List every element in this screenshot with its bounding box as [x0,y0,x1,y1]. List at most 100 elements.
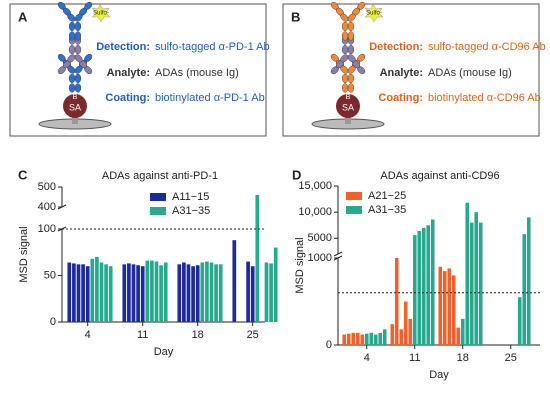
row-label: Analyte: [380,67,423,79]
legend-label: A21−25 [368,190,406,202]
legend-label: A11−15 [172,191,209,203]
row-text: sulfo-tagged α-CD96 Ab [428,41,546,53]
x-tick-label: 4 [85,329,91,341]
legend-swatch [150,207,166,215]
bar [163,262,168,322]
legend-swatch [346,192,362,200]
bar [426,225,431,345]
bar [108,266,113,322]
bar [209,262,214,322]
bar [342,334,347,345]
x-tick-label: 25 [505,352,517,364]
bar [95,256,99,322]
legend-swatch [346,206,362,214]
panel-letter: A [18,9,28,24]
bar [150,260,154,322]
bar [460,318,465,345]
panel-box [9,3,267,137]
bar [200,262,205,322]
bar [246,261,250,322]
sulfo-tag [91,3,111,23]
x-tick-label: 11 [409,352,420,364]
bar [191,266,195,322]
bar [408,318,413,345]
bar [145,260,150,322]
bar [364,333,369,345]
y-axis-label: MSD signal [294,237,306,293]
bar [465,202,470,345]
sulfo-tag [364,3,384,23]
bar [67,262,72,322]
bar [522,234,527,345]
chart-title: ADAs against anti-CD96 [380,170,499,182]
bar [456,327,461,345]
bar [394,258,399,345]
bar [182,262,186,322]
bar [517,297,522,345]
row-label: Coating: [105,92,150,104]
bar [469,222,474,345]
bar [255,195,260,322]
chart-title: ADAs against anti-PD-1 [102,170,218,182]
panel-box [282,3,540,137]
streptavidin [336,94,360,118]
bar [346,333,351,345]
bar [131,264,136,322]
bar [269,263,273,322]
row-text: ADAs (mouse Ig) [428,67,512,79]
bar [478,222,483,345]
x-axis-label: Day [154,346,174,358]
bar [140,266,145,322]
x-axis-label: Day [429,369,449,381]
y-tick-label: 50 [44,269,56,281]
panel-letter: C [18,167,28,182]
bar [250,266,255,322]
biotin-label: B [346,94,351,101]
streptavidin [63,94,87,118]
y-tick-label: 0 [50,316,56,328]
y-axis-label: MSD signal [18,226,30,282]
x-tick-label: 18 [192,329,204,341]
bar [232,240,237,322]
panel-letter: B [291,9,300,24]
bar [417,230,422,345]
bar [76,264,81,322]
y-tick-label: 5000 [308,232,332,244]
y-tick-label: 0 [326,339,332,351]
bar [403,301,408,345]
legend-swatch [150,193,166,201]
panel-b: B SA B Sulfo- Detection: sulfo-tagged α-… [282,0,546,137]
sa-label: SA [342,102,354,112]
bar [412,235,417,345]
row-text: biotinylated α-PD-1 Ab [155,92,265,104]
bar [351,332,356,345]
axis-break [333,251,343,257]
bar [378,332,383,345]
x-tick-label: 18 [457,352,469,364]
bar [390,324,395,345]
bar [474,212,479,345]
row-label: Coating: [378,92,423,104]
sa-label: SA [69,102,81,112]
bar [99,262,104,322]
bar [430,219,435,345]
panel-letter: D [292,167,301,182]
row-label: Detection: [96,41,150,53]
bar [205,261,209,322]
row-label: Analyte: [107,67,150,79]
row-text: sulfo-tagged α-PD-1 Ab [155,41,270,53]
bar [360,334,365,345]
sulfo-label: Sulfo- [93,11,109,17]
y-tick-label: 500 [38,181,56,193]
sulfo-label: Sulfo- [366,11,382,17]
row-text: ADAs (mouse Ig) [155,67,239,79]
row-label: Detection: [369,41,423,53]
legend-label: A31−35 [368,204,406,216]
y-tick-label: 100 [38,223,56,235]
x-tick-label: 4 [364,352,370,364]
bar [421,227,426,345]
bar [369,332,374,345]
bar [442,271,447,345]
